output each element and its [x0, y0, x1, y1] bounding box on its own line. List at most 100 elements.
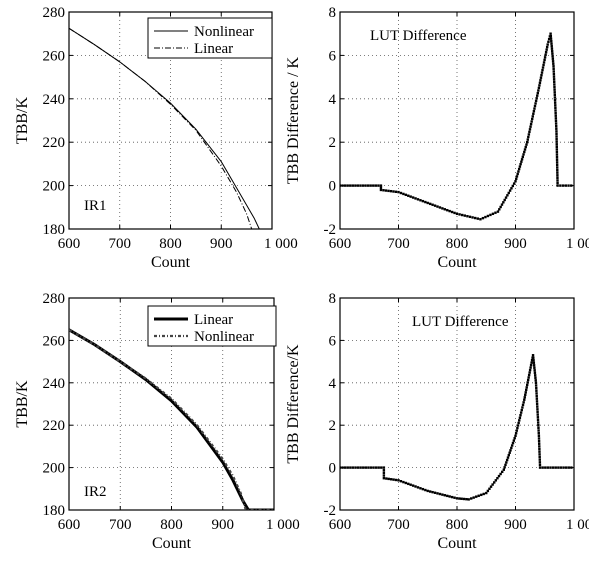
- data-point: [540, 71, 544, 74]
- data-point: [394, 190, 398, 193]
- y-tick-label: 8: [329, 5, 337, 21]
- data-point: [356, 184, 360, 187]
- data-point: [534, 99, 538, 103]
- x-axis-title: Count: [437, 254, 477, 271]
- x-tick-label: 600: [329, 236, 352, 252]
- data-point: [523, 150, 526, 154]
- data-point: [549, 32, 552, 35]
- data-point: [499, 472, 502, 476]
- data-point: [346, 184, 349, 187]
- data-point: [477, 494, 480, 497]
- data-point: [407, 482, 410, 486]
- data-point: [555, 132, 558, 136]
- data-point: [361, 184, 365, 187]
- data-point: [528, 368, 532, 372]
- data-point: [541, 466, 544, 469]
- data-point: [523, 148, 527, 151]
- data-point: [411, 484, 415, 487]
- data-point: [377, 466, 380, 469]
- data-point: [535, 386, 538, 390]
- data-point: [448, 209, 451, 213]
- data-point: [367, 466, 370, 469]
- data-point: [530, 361, 533, 364]
- data-point: [531, 117, 534, 121]
- data-point: [354, 466, 357, 469]
- data-point: [359, 466, 362, 469]
- data-point: [392, 478, 395, 481]
- x-tick-label: 900: [504, 517, 527, 533]
- data-point: [416, 198, 420, 201]
- data-point: [359, 184, 362, 187]
- data-point: [522, 401, 525, 404]
- data-point: [468, 215, 472, 219]
- data-point: [480, 493, 483, 497]
- data-point: [377, 184, 380, 187]
- data-point: [537, 442, 541, 445]
- x-tick-label: 800: [160, 517, 183, 533]
- data-point: [502, 468, 505, 471]
- data-point: [552, 78, 556, 81]
- data-point: [535, 400, 539, 403]
- y-tick-label: 220: [43, 418, 66, 434]
- x-tick-label: 700: [109, 236, 132, 252]
- legend-box: [147, 305, 277, 347]
- data-point: [518, 419, 521, 422]
- data-point: [341, 466, 344, 469]
- data-point: [463, 214, 466, 217]
- data-point: [555, 130, 558, 133]
- data-point: [513, 437, 516, 440]
- x-tick-label: 900: [504, 236, 527, 252]
- data-point: [535, 392, 538, 395]
- data-point: [536, 94, 539, 97]
- data-point: [441, 493, 444, 496]
- data-point: [431, 490, 434, 494]
- data-point: [428, 490, 432, 493]
- data-point: [450, 495, 454, 499]
- data-point: [409, 483, 412, 486]
- data-point: [570, 466, 573, 469]
- y-tick-label: 6: [329, 48, 337, 64]
- data-point: [537, 439, 541, 443]
- data-point: [369, 466, 373, 469]
- x-tick-label: 900: [212, 517, 235, 533]
- data-point: [516, 172, 519, 176]
- data-point: [402, 480, 405, 484]
- data-point: [462, 497, 466, 501]
- data-point: [554, 114, 557, 117]
- data-point: [508, 451, 511, 454]
- data-point: [446, 494, 449, 498]
- data-point: [515, 175, 519, 178]
- data-point: [504, 463, 507, 467]
- data-point: [450, 210, 454, 214]
- data-point: [518, 416, 522, 419]
- data-point: [556, 184, 559, 187]
- data-point: [517, 421, 520, 425]
- data-point: [555, 135, 558, 138]
- data-point: [397, 190, 400, 194]
- data-point: [533, 374, 537, 377]
- data-point: [505, 461, 508, 464]
- data-point: [340, 466, 342, 469]
- data-point: [529, 363, 533, 367]
- y-tick-label: 8: [329, 291, 337, 307]
- data-layer: [69, 27, 260, 229]
- data-point: [476, 217, 479, 220]
- y-axis-title: TBB/K: [14, 380, 31, 428]
- chart-panel-4: 600 700 800 900 1 000 -2 0 2 4 6 8 Count TBB Differe…: [285, 291, 589, 552]
- data-point: [387, 477, 390, 481]
- data-point: [533, 107, 536, 110]
- data-point: [424, 488, 427, 492]
- data-point: [475, 495, 478, 498]
- data-point: [537, 426, 540, 430]
- panel-annotation: LUT Difference: [370, 28, 467, 44]
- data-point: [446, 208, 449, 212]
- data-point: [517, 167, 521, 171]
- data-point: [536, 91, 539, 95]
- data-point: [554, 106, 557, 110]
- data-point: [384, 189, 388, 192]
- data-point: [549, 37, 553, 40]
- x-tick-label: 800: [159, 236, 182, 252]
- data-point: [552, 62, 555, 65]
- data-point: [441, 207, 444, 210]
- data-point: [533, 366, 536, 369]
